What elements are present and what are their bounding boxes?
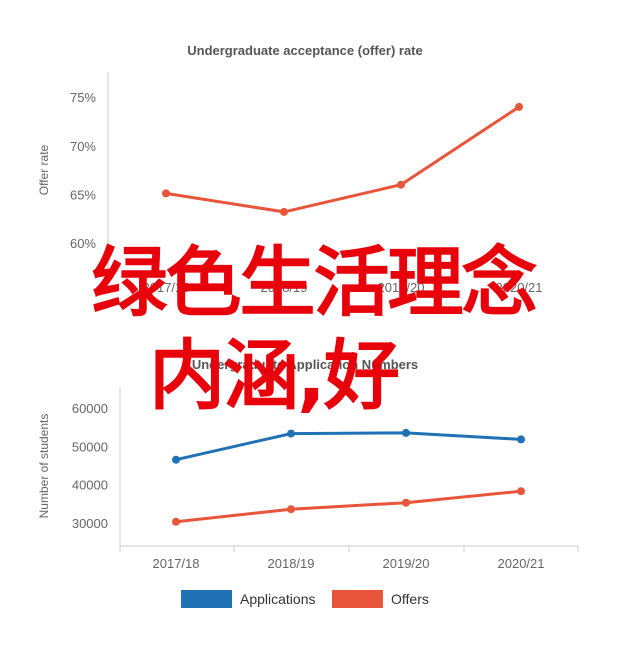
data-point — [402, 498, 410, 507]
overlay-text-line-2: 内涵,好 — [149, 331, 400, 420]
data-point — [517, 435, 525, 444]
data-point — [287, 429, 295, 438]
data-point — [162, 189, 170, 198]
y-tick-label: 65% — [70, 187, 96, 202]
x-tick-label: 2019/20 — [378, 280, 425, 295]
data-point — [515, 102, 523, 111]
data-point — [172, 517, 180, 526]
data-point — [280, 207, 288, 216]
application-numbers-chart: Undergraduate Application Numbers Number… — [37, 357, 579, 608]
legend-swatch-applications — [181, 590, 232, 608]
series-line — [165, 105, 520, 214]
legend-label-offers: Offers — [391, 591, 429, 607]
legend: Applications Offers — [181, 590, 429, 608]
y-tick-label: 75% — [70, 90, 96, 105]
data-point — [397, 180, 405, 189]
series-line — [175, 431, 522, 462]
data-point — [172, 455, 180, 464]
acceptance-rate-chart: Undergraduate acceptance (offer) rate Of… — [37, 43, 543, 295]
y-tick-label: 50000 — [72, 439, 108, 454]
y-tick-label: 30000 — [72, 516, 108, 531]
y-tick-label: 60000 — [72, 401, 108, 416]
y-axis-title: Offer rate — [37, 144, 51, 195]
series-line — [175, 489, 522, 524]
x-tick-label: 2018/19 — [268, 556, 315, 571]
chart-title: Undergraduate Application Numbers — [192, 357, 418, 372]
legend-swatch-offers — [332, 590, 383, 608]
overlay-text-line-1: 绿色生活理念 — [91, 238, 538, 327]
data-point — [517, 487, 525, 496]
legend-label-applications: Applications — [240, 591, 316, 607]
data-point — [402, 428, 410, 437]
y-axis-title: Number of students — [37, 414, 51, 519]
y-tick-label: 70% — [70, 139, 96, 154]
x-tick-label: 2020/21 — [496, 280, 543, 295]
x-tick-label: 2019/20 — [383, 556, 430, 571]
x-tick-label: 2018/19 — [261, 280, 308, 295]
y-tick-label: 40000 — [72, 478, 108, 493]
x-tick-label: 2017/18 — [143, 280, 190, 295]
x-tick-label: 2017/18 — [153, 556, 200, 571]
x-tick-label: 2020/21 — [498, 556, 545, 571]
data-point — [287, 505, 295, 514]
y-tick-label: 60% — [70, 236, 96, 251]
chart-title: Undergraduate acceptance (offer) rate — [187, 43, 423, 58]
